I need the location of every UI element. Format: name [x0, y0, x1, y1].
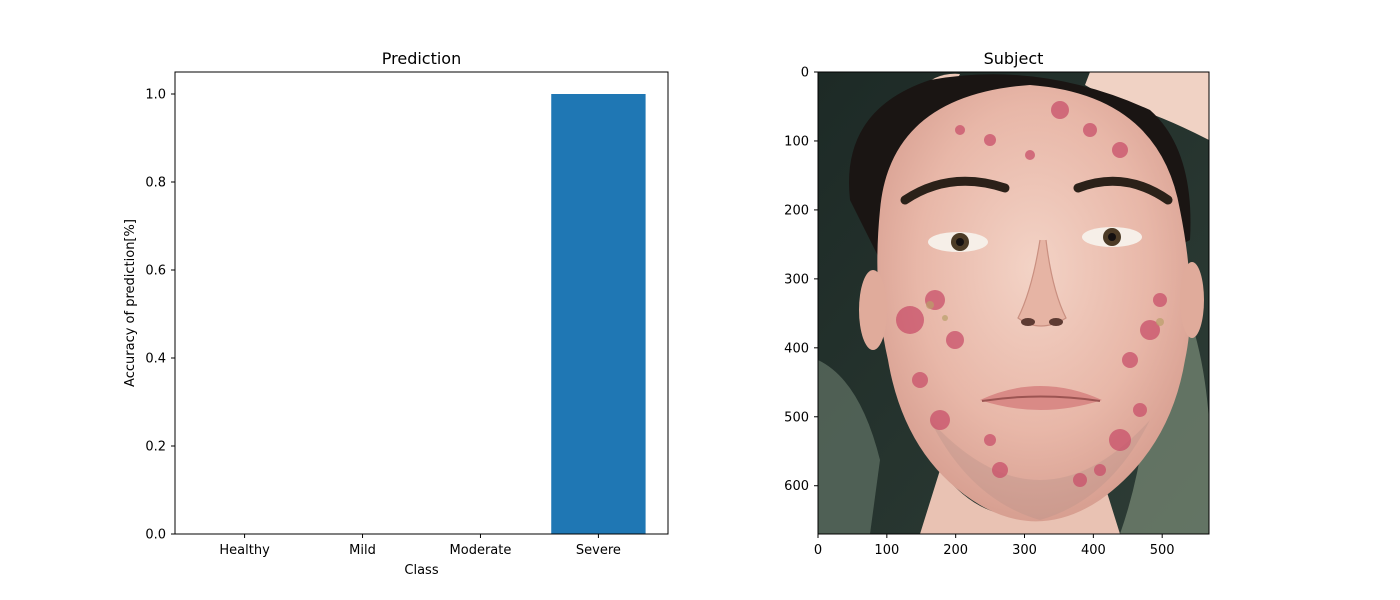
image-x-tick-label: 300	[1012, 543, 1037, 558]
y-tick-label: 0.6	[145, 264, 166, 279]
y-tick-label: 0.8	[145, 176, 166, 191]
y-tick-label: 0.4	[145, 352, 166, 367]
image-y-tick-label: 100	[784, 134, 809, 149]
bar-severe	[551, 94, 646, 534]
plot-frame	[174, 71, 669, 535]
image-x-tick-label: 100	[874, 543, 899, 558]
x-tick-label: Mild	[349, 543, 376, 558]
image-y-tick-label: 500	[784, 410, 809, 425]
x-axis-label: Class	[404, 563, 438, 578]
y-tick-label: 0.0	[145, 528, 166, 543]
y-tick-label: 1.0	[145, 88, 166, 103]
image-frame	[817, 71, 1210, 535]
image-x-tick-label: 400	[1081, 543, 1106, 558]
image-y-tick-label: 200	[784, 203, 809, 218]
image-x-tick-label: 200	[943, 543, 968, 558]
y-tick-label: 0.2	[145, 440, 166, 455]
image-y-tick-label: 0	[801, 66, 809, 81]
subject-face-photo	[818, 72, 1209, 534]
image-y-axis-ticks: 0 100 200 300 400 500 600	[784, 66, 818, 494]
x-axis-ticks: Healthy Mild Moderate Severe	[219, 534, 621, 558]
image-y-tick-label: 400	[784, 341, 809, 356]
bar-series	[551, 94, 646, 534]
y-axis-label: Accuracy of prediction[%]	[123, 219, 138, 387]
image-x-axis-ticks: 0 100 200 300 400 500	[814, 534, 1175, 558]
image-y-tick-label: 300	[784, 272, 809, 287]
image-x-tick-label: 500	[1150, 543, 1175, 558]
x-tick-label: Moderate	[450, 543, 512, 558]
y-axis-ticks: 0.0 0.2 0.4 0.6 0.8 1.0	[145, 88, 175, 543]
x-tick-label: Healthy	[219, 543, 270, 558]
x-tick-label: Severe	[576, 543, 621, 558]
image-x-tick-label: 0	[814, 543, 822, 558]
subject-title: Subject	[984, 49, 1044, 68]
subject-panel: Subject	[784, 49, 1210, 558]
prediction-chart-title: Prediction	[382, 49, 461, 68]
image-y-tick-label: 600	[784, 479, 809, 494]
prediction-chart: Prediction 0.0 0.2 0.4 0.6 0.8 1.0 Healthy Mil…	[123, 49, 669, 578]
